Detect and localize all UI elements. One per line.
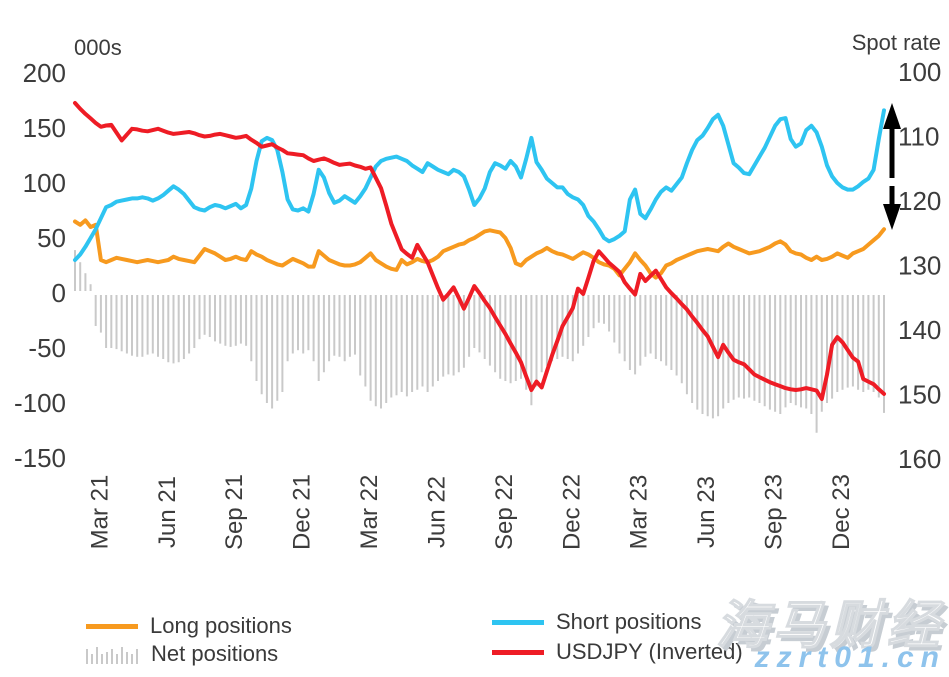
legend-item-net-positions: Net positions (86, 641, 278, 667)
spot-range-double-arrow (883, 103, 901, 230)
svg-text:Mar 22: Mar 22 (356, 475, 383, 550)
svg-text:100: 100 (898, 57, 941, 87)
arrow-down-icon (883, 204, 901, 230)
left-axis-title: 000s (74, 35, 122, 60)
legend-item-short-positions: Short positions (492, 609, 702, 635)
svg-text:Sep 22: Sep 22 (491, 474, 518, 550)
legend-item-usdjpy-inverted: USDJPY (Inverted) (492, 639, 743, 665)
svg-text:Jun 23: Jun 23 (693, 476, 720, 548)
svg-text:120: 120 (898, 186, 941, 216)
svg-text:Mar 23: Mar 23 (626, 475, 653, 550)
svg-text:150: 150 (898, 380, 941, 410)
svg-text:Sep 23: Sep 23 (761, 474, 788, 550)
svg-text:Dec 22: Dec 22 (558, 474, 585, 550)
net-positions-bars-swatch-icon (86, 644, 139, 664)
svg-text:150: 150 (23, 113, 66, 143)
svg-text:Jun 21: Jun 21 (154, 476, 181, 548)
legend-label-long-positions: Long positions (150, 613, 292, 638)
svg-text:Jun 22: Jun 22 (424, 476, 451, 548)
long-positions-swatch-icon (86, 623, 138, 629)
svg-text:160: 160 (898, 444, 941, 474)
svg-text:100: 100 (23, 168, 66, 198)
legend-label-usdjpy-inverted: USDJPY (Inverted) (556, 639, 743, 664)
net-positions-bars (74, 250, 885, 433)
svg-text:Mar 21: Mar 21 (86, 475, 113, 550)
short-positions-swatch-icon (492, 619, 544, 625)
svg-text:Dec 21: Dec 21 (289, 474, 316, 550)
short-positions-line (73, 108, 886, 262)
legend-label-short-positions: Short positions (556, 609, 702, 634)
arrow-up-icon (883, 103, 901, 129)
long-positions-line (73, 218, 886, 280)
usdjpy-swatch-icon (492, 649, 544, 655)
right-axis-title: Spot rate (852, 30, 941, 55)
svg-text:0: 0 (52, 278, 66, 308)
svg-text:Dec 23: Dec 23 (828, 474, 855, 550)
svg-text:50: 50 (37, 223, 66, 253)
watermark-site: zzrt01.cn (754, 641, 946, 674)
usdjpy-inverted-line (73, 101, 886, 401)
svg-text:140: 140 (898, 315, 941, 345)
watermark-brand: 海马财经 (715, 596, 944, 655)
legend-item-long-positions: Long positions (86, 613, 292, 639)
svg-text:Sep 21: Sep 21 (221, 474, 248, 550)
svg-text:-150: -150 (14, 443, 66, 473)
x-axis-labels: Mar 21 Jun 21 Sep 21 Dec 21 Mar 22 Jun 22 Sep … (86, 474, 855, 550)
svg-text:-50: -50 (28, 333, 66, 363)
left-axis-tick-labels: 200 150 100 50 0 -50 -100 -150 (14, 58, 66, 473)
legend-label-net-positions: Net positions (151, 641, 279, 666)
svg-text:130: 130 (898, 251, 941, 281)
right-axis-tick-labels: 100 110 120 130 140 150 160 (898, 57, 941, 474)
svg-text:110: 110 (898, 122, 939, 152)
svg-text:-100: -100 (14, 388, 66, 418)
svg-text:200: 200 (23, 58, 66, 88)
